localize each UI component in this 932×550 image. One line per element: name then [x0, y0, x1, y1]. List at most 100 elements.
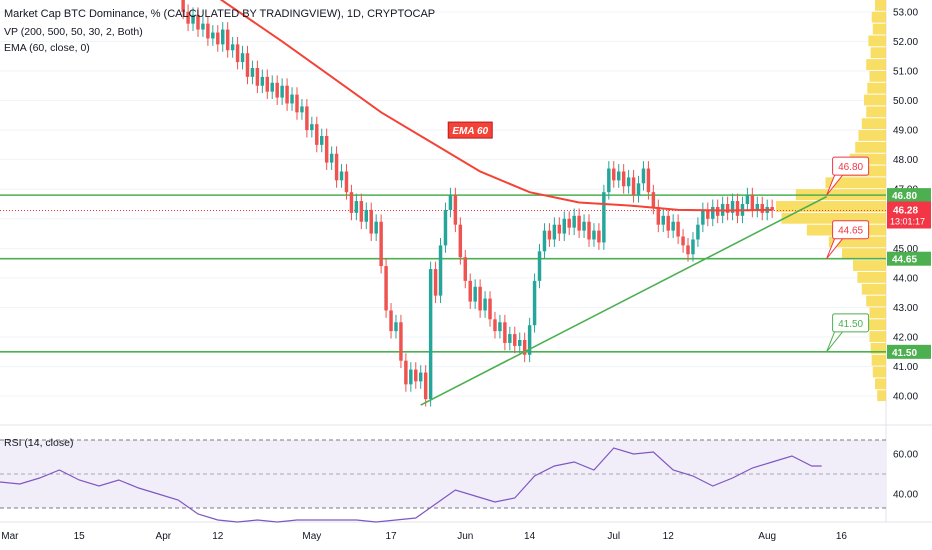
candle-body	[517, 340, 522, 346]
volume-profile-bar	[872, 23, 886, 35]
candle-body	[537, 251, 542, 281]
level-price-tag	[887, 344, 931, 359]
candle-body	[493, 319, 497, 332]
vp-indicator-legend[interactable]: VP (200, 500, 50, 30, 2, Both)	[4, 26, 143, 38]
rsi-tick-label: 40.00	[893, 490, 918, 501]
price-tick-label: 43.00	[893, 303, 918, 314]
candle-body	[711, 206, 715, 219]
candle-body	[755, 204, 760, 210]
candle-body	[577, 215, 581, 231]
annotations: EMA 60 46.80 44.65 41.50	[447, 121, 870, 353]
candle-body	[354, 201, 359, 213]
level-price-tag-label: 44.65	[892, 255, 917, 266]
candle-body	[374, 221, 378, 234]
time-tick-label: 12	[663, 531, 675, 542]
volume-profile-bar	[828, 236, 886, 248]
volume-profile-bar	[861, 118, 886, 130]
candle-body	[701, 209, 705, 225]
candle-body	[359, 201, 364, 222]
candle-body	[661, 215, 665, 225]
candle-body	[181, 0, 185, 12]
candle-body	[750, 195, 755, 210]
candle-body	[275, 82, 279, 98]
candle-body	[310, 124, 314, 131]
volume-profile-bar	[875, 378, 886, 390]
price-callout-box	[832, 156, 870, 176]
time-tick-label: Apr	[156, 531, 172, 542]
candle-body	[641, 168, 646, 184]
candle-body	[671, 221, 675, 231]
candle-body	[235, 44, 240, 63]
candle-body	[706, 209, 710, 219]
volume-profile-bar	[869, 307, 886, 319]
candle-body	[443, 209, 448, 246]
candle-body	[250, 68, 255, 77]
ema-60-label-box	[447, 121, 493, 139]
price-tick-label: 52.00	[893, 37, 918, 48]
candle-body	[389, 310, 393, 332]
candle-body	[597, 230, 601, 243]
time-tick-label: 14	[524, 531, 536, 542]
candle-body	[478, 286, 482, 311]
price-tick-label: 53.00	[893, 7, 918, 18]
candle-body	[552, 224, 557, 240]
ema-60-label: EMA 60	[452, 126, 488, 137]
candle-body	[735, 201, 740, 216]
candle-body	[230, 44, 235, 51]
candle-body	[255, 68, 260, 86]
candle-body	[607, 168, 611, 193]
volume-profile-bar	[875, 0, 886, 11]
candle-body	[676, 221, 680, 237]
volume-profile-bar	[866, 106, 886, 118]
price-callout-pointer	[826, 174, 843, 196]
price-tick-label: 41.00	[893, 362, 918, 373]
candle-body	[423, 372, 428, 400]
volume-profile-bar	[776, 201, 886, 212]
main-series-legend[interactable]: Market Cap BTC Dominance, % (CALCULATED …	[4, 8, 436, 20]
candle-body	[300, 106, 304, 113]
candle-body	[562, 218, 567, 234]
volume-profile-bar	[825, 177, 886, 189]
candle-body	[646, 168, 651, 193]
current-price-tag	[887, 201, 931, 229]
price-tick-label: 50.00	[893, 96, 918, 107]
volume-profile-bar	[857, 272, 886, 283]
candle-body	[730, 201, 735, 213]
candle-body	[745, 195, 750, 204]
candle-body	[339, 171, 344, 181]
time-tick-label: Mar	[1, 531, 19, 542]
rsi-pane	[0, 439, 886, 523]
candle-body	[567, 218, 571, 228]
candle-body	[522, 340, 527, 355]
price-tick-label: 42.00	[893, 333, 918, 344]
candle-body	[221, 29, 225, 45]
candle-body	[225, 29, 230, 51]
volume-profile-bar	[864, 94, 886, 106]
bar-countdown-timer: 13:01:17	[890, 217, 925, 227]
candle-body	[305, 106, 309, 131]
candle-body	[473, 286, 477, 302]
candle-body	[513, 334, 517, 346]
candle-body	[760, 204, 764, 213]
candle-body	[631, 177, 636, 196]
price-callout-label: 46.80	[838, 162, 863, 173]
price-tick-label: 45.00	[893, 244, 918, 255]
volume-profile-bar	[872, 366, 886, 378]
candle-body	[191, 14, 195, 24]
candle-body	[656, 206, 661, 225]
ascending-trendline	[420, 195, 827, 406]
volume-profile-bar	[858, 130, 886, 141]
candle-body	[216, 32, 220, 45]
candle-body	[621, 171, 626, 187]
rsi-indicator-legend[interactable]: RSI (14, close)	[4, 437, 74, 449]
price-tick-label: 40.00	[893, 392, 918, 403]
current-price-value: 46.28	[893, 206, 918, 217]
ema-60-line	[219, 0, 773, 212]
volume-profile-bar	[861, 283, 886, 295]
candle-body	[572, 215, 576, 228]
ema-indicator-legend[interactable]: EMA (60, close, 0)	[4, 42, 90, 54]
price-axis: 53.0052.0051.0050.0049.0048.0047.0046.00…	[887, 7, 931, 501]
volume-profile-bar	[871, 11, 886, 23]
candle-body	[666, 215, 670, 231]
